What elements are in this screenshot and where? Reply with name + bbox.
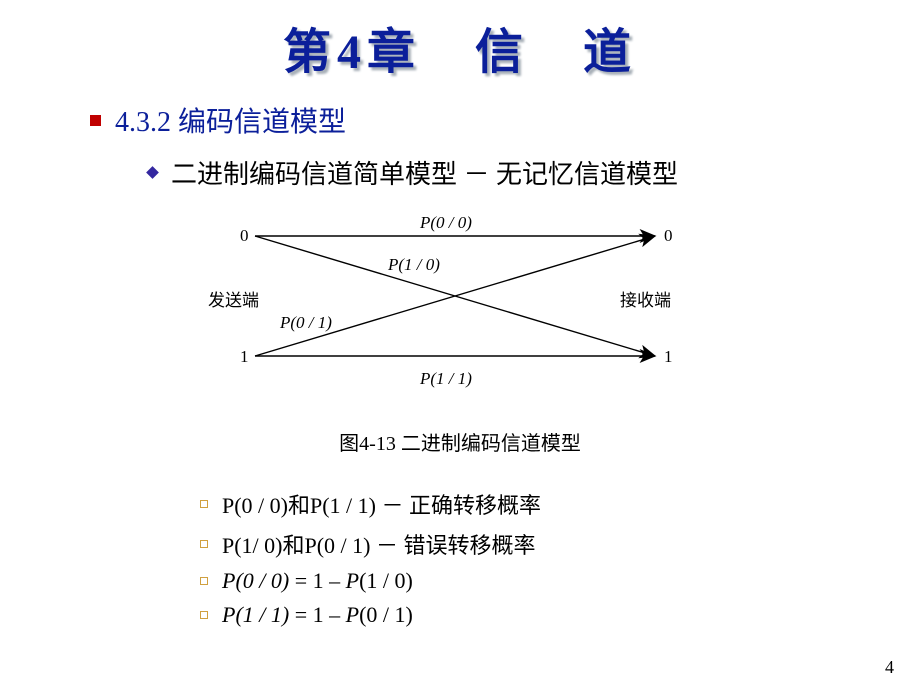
label-tx: 发送端 (208, 286, 259, 311)
label-p01: P(0 / 1) (280, 313, 332, 332)
label-p10: P(1 / 0) (388, 255, 440, 274)
diamond-icon (146, 166, 159, 179)
figure-caption: 图4-13 二进制编码信道模型 (0, 427, 920, 456)
equation-0: P(0 / 0) = 1 – P(1 / 0) (222, 568, 413, 594)
red-bullet-icon (90, 115, 101, 126)
square-bullet-icon (200, 540, 208, 548)
list-item: P(1 / 1) = 1 – P(0 / 1) (200, 602, 920, 628)
list-item: P(0 / 0) = 1 – P(1 / 0) (200, 568, 920, 594)
page-number: 4 (885, 657, 894, 678)
node-tx-1: 1 (240, 347, 249, 367)
section-heading: 4.3.2 编码信道模型 (115, 100, 346, 140)
node-rx-1: 1 (664, 347, 673, 367)
node-rx-0: 0 (664, 226, 673, 246)
chapter-title: 第4章 信 道 (0, 0, 920, 92)
bullet-text-0: P(0 / 0)和P(1 / 1) － 正确转移概率 (222, 488, 541, 520)
label-p00: P(0 / 0) (420, 213, 472, 232)
bullet-text-1: P(1/ 0)和P(0 / 1) － 错误转移概率 (222, 528, 536, 560)
square-bullet-icon (200, 577, 208, 585)
list-item: P(0 / 0)和P(1 / 1) － 正确转移概率 (200, 488, 920, 520)
label-rx: 接收端 (620, 286, 671, 311)
node-tx-0: 0 (240, 226, 249, 246)
subsection-text: 二进制编码信道简单模型 － 无记忆信道模型 (171, 154, 678, 191)
label-p11: P(1 / 1) (420, 369, 472, 388)
channel-diagram: 0 0 1 1 P(0 / 0) P(1 / 0) P(0 / 1) P(1 /… (0, 201, 920, 421)
equation-1: P(1 / 1) = 1 – P(0 / 1) (222, 602, 413, 628)
list-item: P(1/ 0)和P(0 / 1) － 错误转移概率 (200, 528, 920, 560)
square-bullet-icon (200, 611, 208, 619)
subsection-row: 二进制编码信道简单模型 － 无记忆信道模型 (0, 154, 920, 191)
section-row: 4.3.2 编码信道模型 (0, 100, 920, 140)
bullet-list: P(0 / 0)和P(1 / 1) － 正确转移概率 P(1/ 0)和P(0 /… (0, 488, 920, 628)
square-bullet-icon (200, 500, 208, 508)
